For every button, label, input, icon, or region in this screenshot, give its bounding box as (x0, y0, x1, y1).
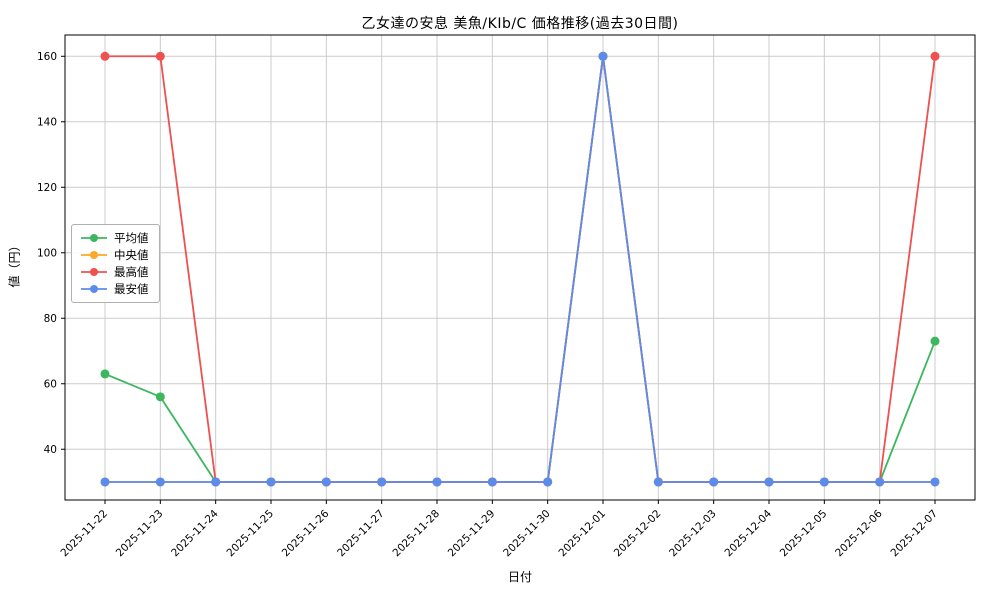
data-point (930, 336, 940, 346)
y-tick-label: 140 (37, 116, 57, 128)
data-point (155, 51, 165, 61)
x-tick-label: 2025-11-24 (169, 507, 221, 559)
series-平均値 (100, 51, 940, 487)
data-point (764, 477, 774, 487)
gridlines (65, 35, 975, 500)
x-tick-label: 2025-11-28 (390, 508, 442, 560)
data-point (487, 477, 497, 487)
y-tick-label: 100 (37, 247, 57, 259)
x-tick-label: 2025-12-02 (612, 508, 664, 560)
data-point (543, 477, 553, 487)
y-tick-label: 40 (44, 444, 57, 456)
x-tick-label: 2025-12-04 (722, 507, 774, 559)
x-tick-label: 2025-12-05 (778, 508, 830, 560)
data-point (598, 51, 608, 61)
legend-item-min: 最安値 (80, 283, 149, 295)
data-point (653, 477, 663, 487)
chart-title: 乙女達の安息 美魚/KIb/C 価格推移(過去30日間) (361, 16, 679, 32)
x-tick-label: 2025-11-22 (58, 508, 110, 560)
y-tick-label: 160 (37, 51, 57, 63)
legend-item-max: 最高値 (80, 266, 149, 278)
data-point (100, 369, 110, 379)
legend-marker-median-icon (81, 251, 107, 259)
x-tick-label: 2025-12-03 (667, 508, 719, 560)
x-tick-label: 2025-11-26 (280, 507, 332, 559)
legend-label-max: 最高値 (114, 265, 149, 279)
y-tick-label: 120 (37, 182, 57, 194)
series-line (105, 55, 935, 483)
legend-marker-mean-icon (81, 234, 107, 242)
x-axis-label: 日付 (507, 570, 532, 584)
y-tick-label: 60 (44, 378, 57, 390)
y-tick-label: 80 (44, 313, 57, 325)
series-line (104, 55, 936, 483)
series-最安値 (100, 51, 940, 487)
x-tick-label: 2025-11-27 (335, 508, 387, 560)
legend-marker-min-icon (81, 285, 107, 293)
data-point (211, 477, 221, 487)
series-中央値 (100, 51, 940, 487)
legend: 平均値 中央値 最高値 最安値 (71, 224, 160, 303)
legend-label-median: 中央値 (114, 248, 149, 262)
x-tick-label: 2025-12-01 (556, 508, 608, 560)
y-axis-ticks: 40 60 80 100 120 140 160 (37, 51, 65, 456)
x-tick-label: 2025-12-06 (833, 507, 885, 559)
data-point (930, 477, 940, 487)
data-point (155, 477, 165, 487)
series-line (105, 55, 935, 483)
legend-marker-max-icon (81, 268, 107, 276)
legend-item-mean: 平均値 (80, 232, 149, 244)
x-axis-ticks: 2025-11-22 2025-11-23 2025-11-24 2025-11-25… (58, 500, 940, 559)
x-tick-label: 2025-11-25 (224, 508, 276, 560)
series-最高値 (100, 51, 940, 487)
x-tick-label: 2025-11-30 (501, 508, 553, 560)
data-point (875, 477, 885, 487)
data-point (930, 51, 940, 61)
x-tick-label: 2025-11-29 (446, 508, 498, 560)
data-point (266, 477, 276, 487)
data-point (100, 477, 110, 487)
legend-item-median: 中央値 (80, 249, 149, 261)
data-point (321, 477, 331, 487)
plot-frame (64, 34, 976, 501)
data-point (377, 477, 387, 487)
y-axis-label: 値（円） (7, 239, 22, 288)
data-point (100, 51, 110, 61)
data-point (432, 477, 442, 487)
legend-label-mean: 平均値 (114, 231, 149, 245)
legend-label-min: 最安値 (114, 282, 149, 296)
series-line (105, 55, 936, 483)
data-point (709, 477, 719, 487)
x-tick-label: 2025-11-23 (114, 508, 166, 560)
data-point (819, 477, 829, 487)
x-tick-label: 2025-12-07 (888, 508, 940, 560)
data-point (155, 392, 165, 402)
